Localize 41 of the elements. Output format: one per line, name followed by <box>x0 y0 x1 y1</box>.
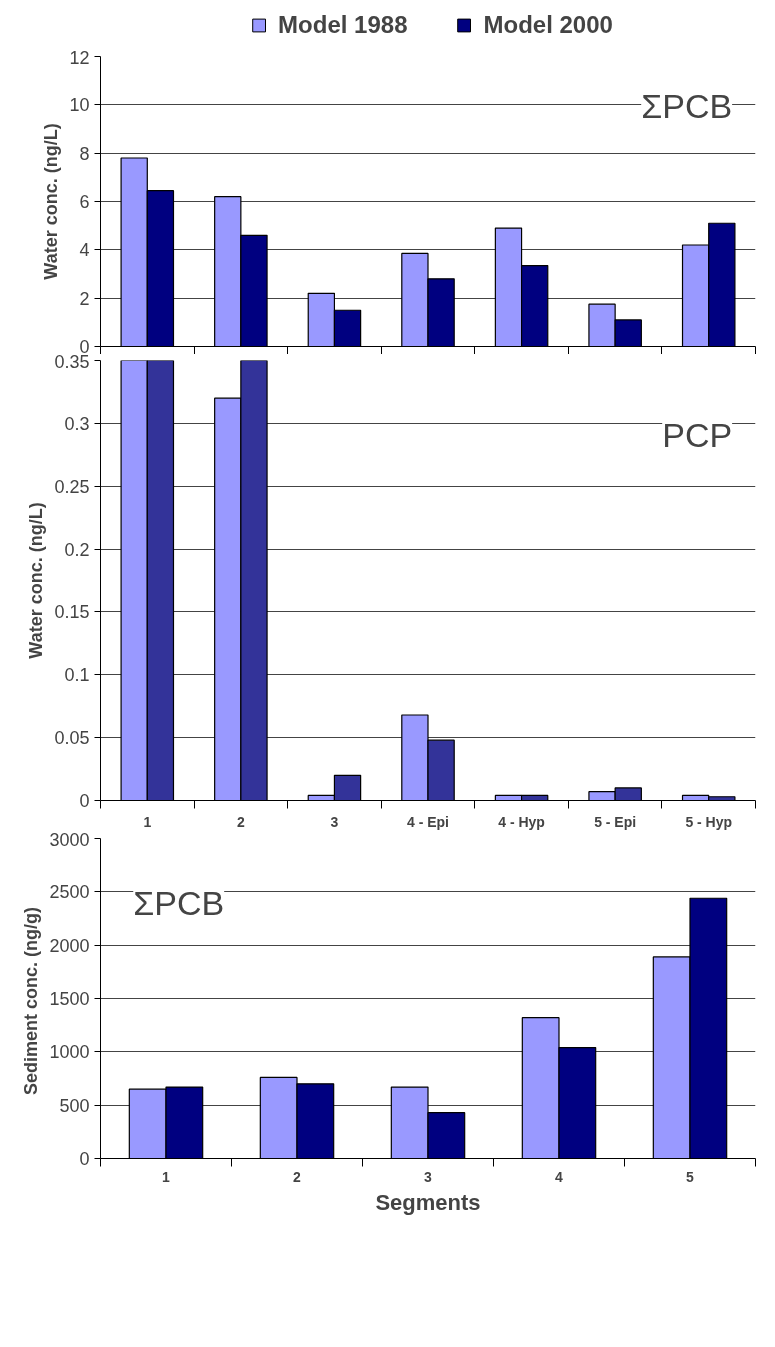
x-tick-label: 2 <box>293 1168 302 1185</box>
y-tick-label: 6 <box>79 192 90 212</box>
y-tick-label: 0.05 <box>54 728 90 749</box>
x-axis-title: Segments <box>375 1189 481 1215</box>
legend-label: Model 2000 <box>483 11 613 39</box>
legend-label: Model 1988 <box>278 11 408 39</box>
y-tick-label: 2 <box>79 288 90 309</box>
y-tick-label: 0.2 <box>64 539 90 560</box>
y-tick-label: 0 <box>79 1149 90 1169</box>
y-tick-label: 12 <box>69 47 90 68</box>
y-tick-label: 10 <box>69 95 90 116</box>
y-tick-label: 4 <box>79 240 90 261</box>
x-tick-label: 5 - Epi <box>594 813 637 830</box>
y-tick-label: 0.15 <box>54 602 90 623</box>
x-tick-label: 2 <box>236 813 245 830</box>
y-tick-label: 500 <box>59 1095 90 1116</box>
y-tick-label: 2500 <box>49 882 90 903</box>
y-tick-label: 0.25 <box>54 476 90 497</box>
x-tick-label: 4 - Hyp <box>498 813 545 830</box>
y-tick-label: 0.3 <box>64 413 90 434</box>
x-tick-label: 5 <box>686 1168 695 1185</box>
x-tick-label: 5 - Hyp <box>685 813 733 830</box>
annotation: ΣPCB <box>641 86 733 125</box>
y-tick-label: 8 <box>79 143 90 164</box>
y-tick-label: 0.1 <box>64 665 90 686</box>
x-tick-label: 4 <box>555 1168 564 1185</box>
x-tick-label: 3 <box>424 1168 433 1185</box>
y-tick-label: 1500 <box>49 989 90 1009</box>
y-tick-label: 1000 <box>49 1042 90 1063</box>
x-tick-label: 4 - Epi <box>407 813 450 830</box>
y-axis-title: Water conc. (ng/L) <box>41 123 62 280</box>
x-tick-label: 1 <box>162 1168 171 1185</box>
x-tick-label: 1 <box>143 813 152 830</box>
x-tick-label: 3 <box>330 813 339 830</box>
y-tick-label: 0 <box>79 791 90 811</box>
annotation: PCP <box>662 416 733 455</box>
y-tick-label: 2000 <box>49 935 90 956</box>
y-axis-title: Water conc. (ng/L) <box>26 502 47 659</box>
y-tick-label: 3000 <box>49 829 90 850</box>
y-axis-title: Sediment conc. (ng/g) <box>21 906 42 1095</box>
annotation: ΣPCB <box>133 883 225 922</box>
